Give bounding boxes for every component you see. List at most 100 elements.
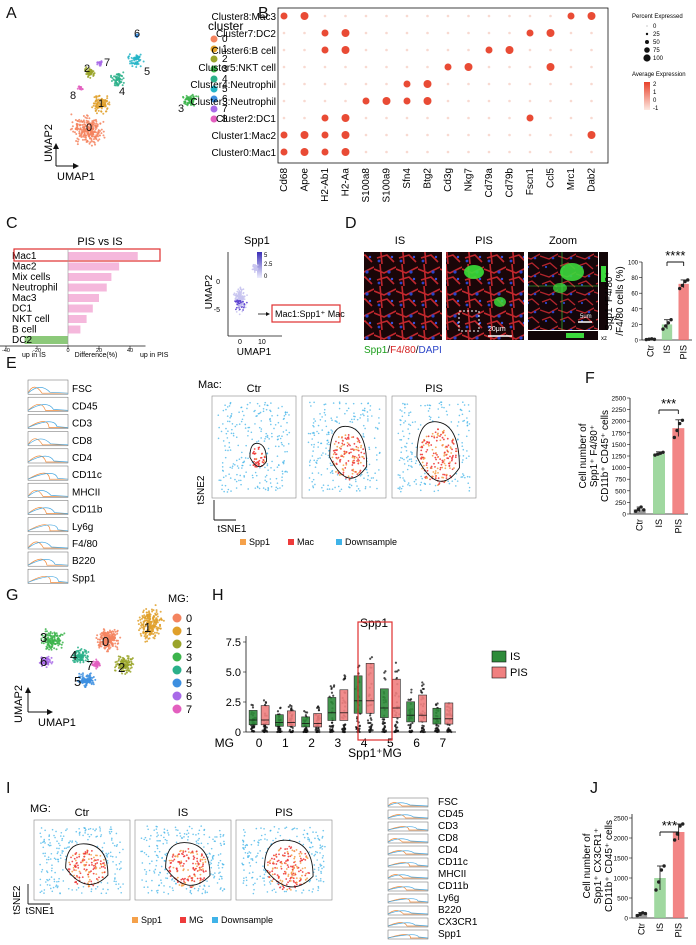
tsne-point-downsample [208, 885, 210, 887]
tsne-point-downsample [284, 413, 287, 416]
feature-x-tick-0: 0 [238, 339, 242, 346]
umap-g-point [152, 615, 155, 618]
tsne-point-downsample [167, 893, 170, 895]
umap-g-point [79, 661, 82, 664]
tsne-point-downsample [264, 401, 267, 404]
tsne-point-downsample [62, 880, 65, 882]
mg-cluster-label-3: 3 [40, 630, 47, 645]
tsne-point-downsample [281, 443, 284, 446]
umap-g-point [138, 616, 141, 619]
tsne-point-downsample [269, 418, 271, 421]
umap-g-point [82, 677, 85, 680]
dotplot-dot [446, 99, 450, 103]
umap-a-point [120, 78, 123, 81]
tsne-point-downsample [156, 839, 158, 842]
umap-a-point [133, 59, 136, 62]
tsne-point-cells [336, 449, 338, 451]
tsne-point-downsample [409, 484, 411, 487]
bar-point [680, 283, 685, 288]
umap-a-point [84, 116, 87, 119]
tsne-point-downsample [357, 488, 360, 490]
umap-g-point [63, 632, 66, 635]
umap-a-point [85, 124, 88, 127]
histogram-marker-label: Spp1 [72, 573, 96, 584]
tsne-point-downsample [403, 463, 406, 465]
umap-g-point [49, 640, 52, 643]
tsne-point-downsample [203, 884, 206, 887]
tsne-point-downsample [166, 829, 169, 832]
tsne-point-downsample [249, 464, 252, 466]
tsne-point-downsample [68, 842, 70, 844]
dotplot-dot [569, 65, 573, 69]
tsne-point-downsample [400, 490, 402, 493]
dotplot-gene-label: S100a8 [361, 168, 372, 203]
dotplot-dot [487, 116, 491, 120]
tsne-point-downsample [220, 844, 223, 847]
tsne-point-downsample [400, 451, 402, 454]
tsne-point-cells [434, 431, 437, 434]
dotplot-dot [528, 14, 532, 18]
tsne-point-cells [69, 863, 72, 866]
tsne-point-cells [98, 876, 100, 879]
tsne-point-downsample [219, 835, 222, 838]
tsne-point-downsample [317, 472, 320, 474]
tsne-point-downsample [56, 840, 58, 843]
umap-a-point [131, 65, 134, 68]
tsne-point-spp1 [170, 859, 173, 862]
umap-a-point [72, 130, 75, 133]
tsne-point-downsample [257, 440, 260, 442]
dotplot-dot [323, 99, 327, 103]
tsne-point-downsample [106, 859, 109, 862]
umap-a-point [86, 71, 89, 74]
tsne-point-downsample [235, 436, 238, 438]
tsne-point-cells [425, 450, 428, 453]
panel-e-tsne-title: Mac: [198, 379, 222, 391]
tsne-point-downsample [166, 842, 168, 844]
tsne-point-downsample [271, 432, 273, 435]
tsne-point-downsample [337, 485, 340, 488]
tsne-point-downsample [115, 864, 118, 866]
tsne-point-downsample [428, 407, 431, 410]
umap-a-point [187, 99, 190, 102]
feature-point [238, 290, 241, 292]
tsne-point-downsample [320, 442, 322, 445]
tsne-point-downsample [468, 429, 470, 432]
tsne-point-downsample [278, 434, 280, 437]
tsne-point-cells [253, 460, 255, 463]
tsne-point-spp1 [342, 455, 345, 458]
umap-a-point [142, 60, 145, 63]
umap-a-point [88, 137, 91, 140]
histogram-curve [27, 489, 68, 497]
tsne-point-cells [71, 860, 74, 863]
umap-g-point [139, 618, 142, 621]
tsne-point-downsample [288, 414, 290, 416]
tsne-point-downsample [254, 471, 257, 474]
tsne-point-cells [357, 462, 360, 465]
tsne-point-downsample [237, 467, 240, 469]
dotplot-gene-label: Dab2 [587, 168, 598, 192]
violin-point [315, 730, 318, 733]
violin-point [317, 709, 321, 712]
tsne-point-spp1 [434, 446, 437, 449]
tsne-point-downsample [410, 458, 412, 460]
mg-legend-label: 5 [186, 678, 192, 690]
tsne-point-downsample [252, 476, 254, 479]
histogram-curve [27, 507, 69, 514]
tsne-point-spp1 [263, 460, 266, 463]
dotplot-gene-label: Ccl5 [546, 168, 557, 188]
tsne-point-downsample [312, 424, 314, 427]
feature-point [245, 301, 248, 304]
tsne-point-downsample [163, 891, 165, 894]
cluster-label-7: 7 [104, 57, 110, 69]
tsne-point-downsample [155, 859, 158, 862]
tsne-point-spp1 [425, 476, 428, 479]
tsne-point-downsample [362, 435, 365, 437]
diff-bar-label: DC1 [12, 304, 32, 315]
tsne-point-downsample [197, 839, 199, 841]
tsne-point-downsample [39, 884, 42, 886]
umap-a-point [130, 61, 133, 64]
tsne-point-downsample [322, 489, 324, 492]
tsne-point-downsample [286, 421, 288, 424]
tsne-point-downsample [62, 835, 65, 837]
dotplot-dot [385, 14, 388, 18]
